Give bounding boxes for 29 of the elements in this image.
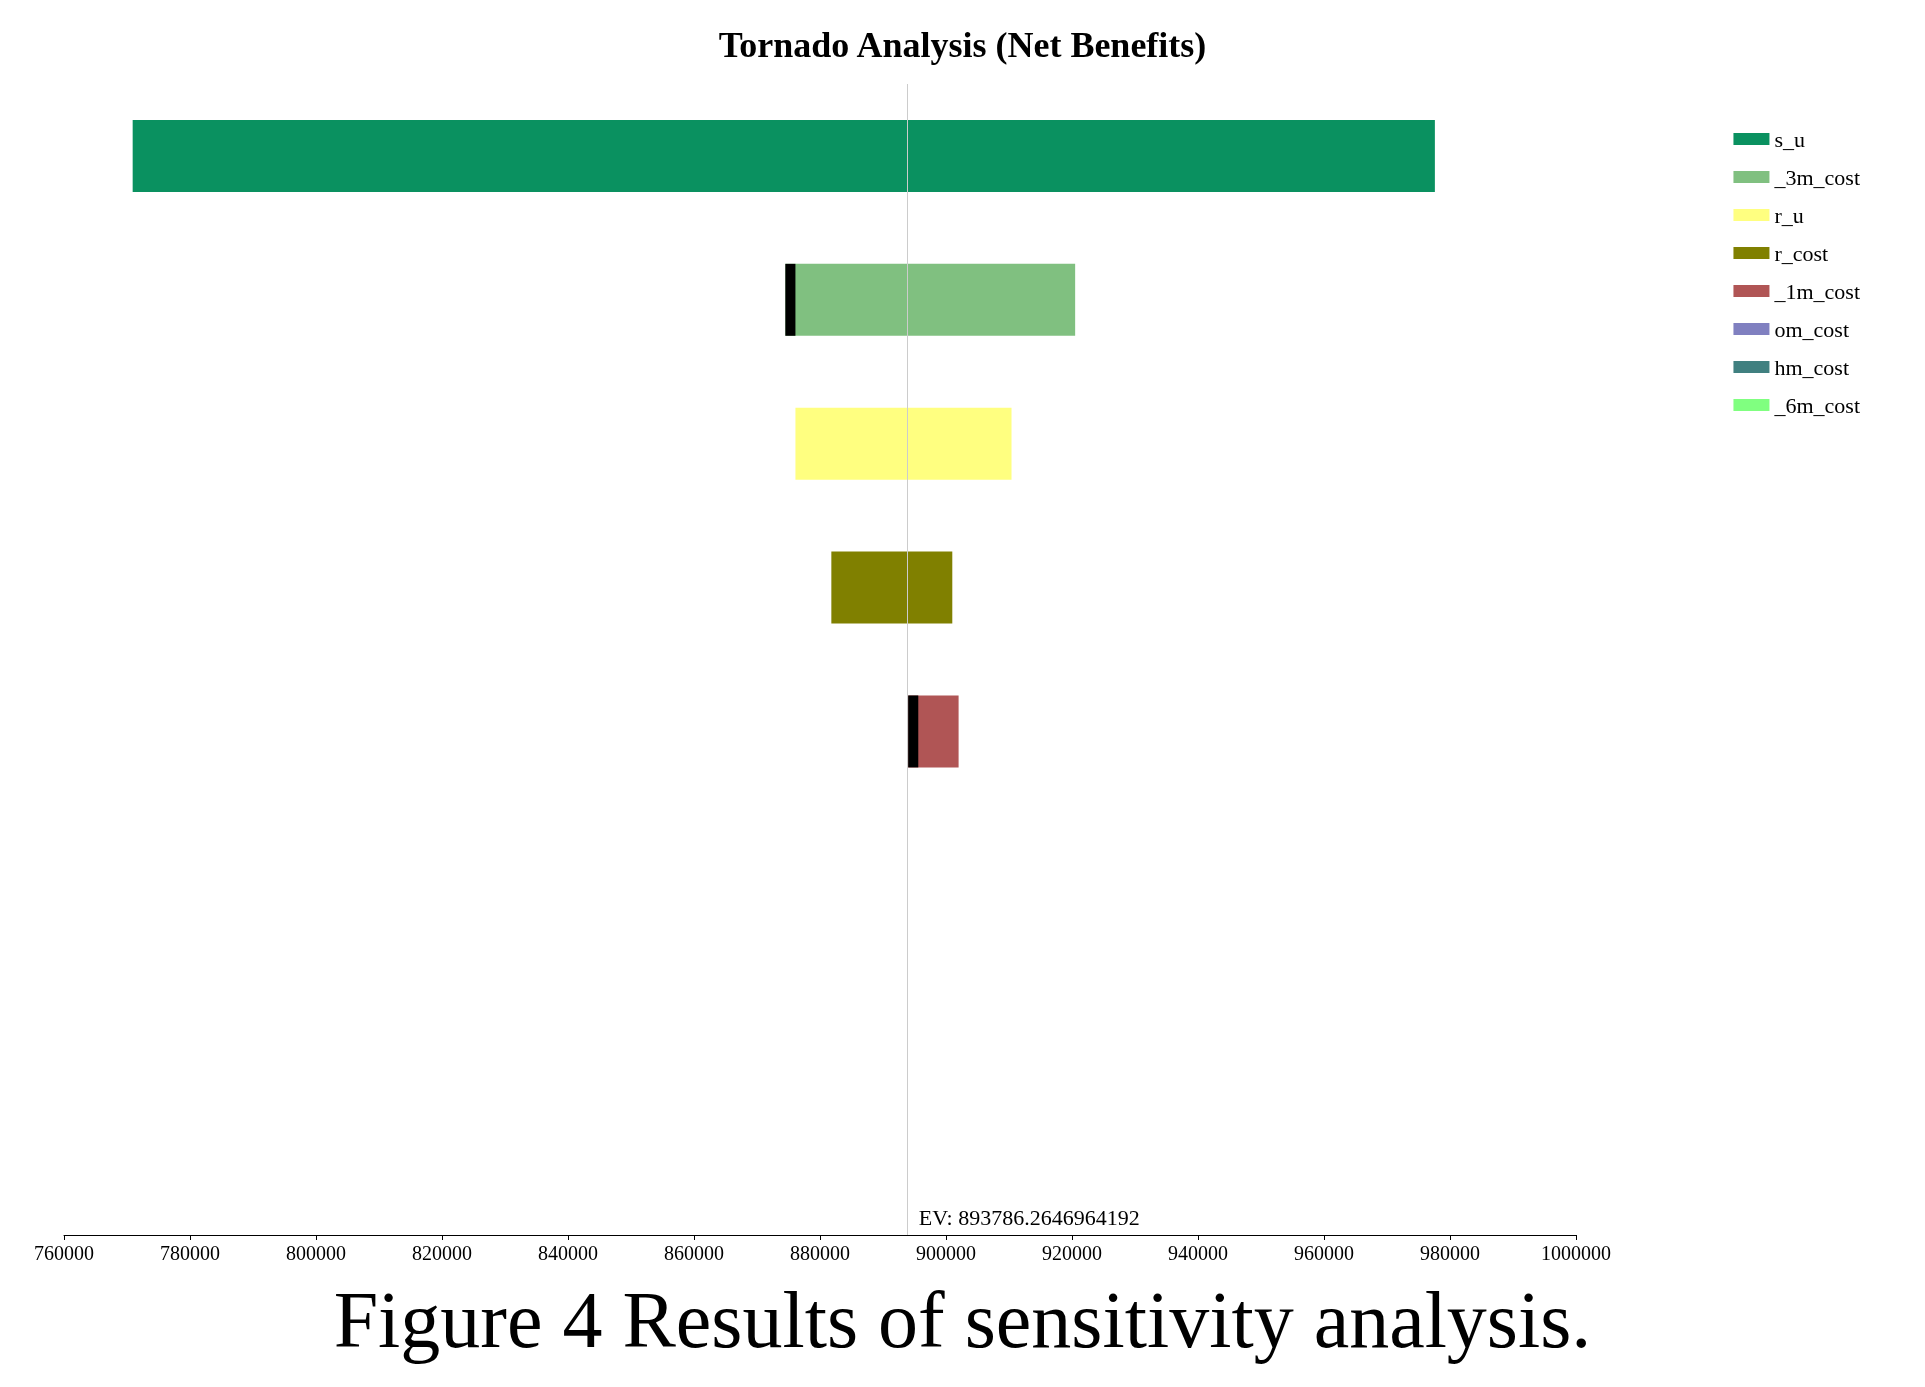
x-tick-label: 1000000	[1541, 1242, 1611, 1264]
x-tick-label: 760000	[34, 1242, 94, 1264]
x-tick-label: 900000	[916, 1242, 976, 1264]
x-tick-label: 880000	[790, 1242, 850, 1264]
caption: Figure 4 Results of sensitivity analysis.	[332, 1275, 1593, 1366]
x-tick-label: 980000	[1420, 1242, 1480, 1264]
x-tick-label: 820000	[412, 1242, 472, 1264]
chart-title: Tornado Analysis (Net Benefits)	[718, 25, 1207, 65]
bar	[795, 407, 1012, 480]
legend-label: s_u	[1774, 126, 1806, 152]
x-tick-label: 800000	[286, 1242, 346, 1264]
x-tick-label: 940000	[1168, 1242, 1228, 1264]
bar	[831, 551, 953, 624]
legend-label: hm_cost	[1774, 354, 1850, 380]
legend-label: om_cost	[1774, 316, 1850, 342]
x-tick-label: 920000	[1042, 1242, 1102, 1264]
legend-label: r_u	[1774, 202, 1804, 228]
x-tick-label: 860000	[664, 1242, 724, 1264]
bar	[785, 263, 796, 336]
legend-label: _6m_cost	[1773, 392, 1861, 418]
legend-label: _3m_cost	[1773, 164, 1861, 190]
x-tick-label: 960000	[1294, 1242, 1354, 1264]
legend-label: _1m_cost	[1773, 278, 1861, 304]
x-tick-label: 840000	[538, 1242, 598, 1264]
x-tick-label: 780000	[160, 1242, 220, 1264]
legend-label: r_cost	[1774, 240, 1829, 266]
bar	[908, 695, 919, 768]
ref-line-label: EV: 893786.2646964192	[918, 1204, 1140, 1230]
bar	[132, 119, 1435, 192]
